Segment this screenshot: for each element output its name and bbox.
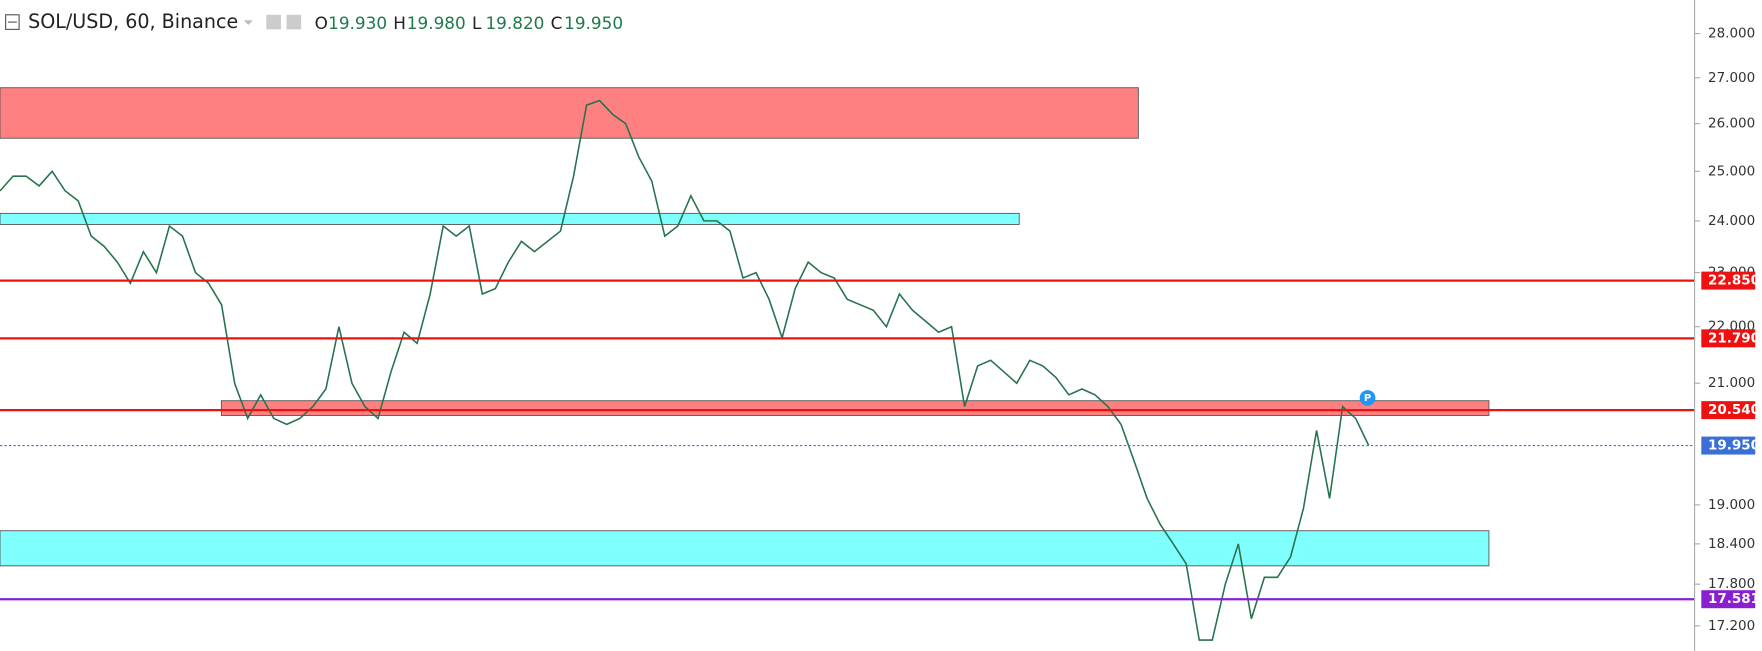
y-tick-label: 28.000	[1708, 26, 1755, 42]
level-label: 20.540	[1708, 402, 1760, 418]
y-tick-label: 21.000	[1708, 375, 1755, 391]
y-tick-label: 18.400	[1708, 536, 1755, 552]
plot-area	[0, 87, 1695, 641]
price-axis: 28.00027.00026.00025.00024.00023.00022.0…	[1694, 26, 1760, 634]
zone	[0, 212, 1020, 225]
level-label-bg	[1701, 590, 1756, 609]
y-tick-label: 27.000	[1708, 70, 1755, 86]
level-label: 19.950	[1708, 438, 1760, 454]
eye-icon[interactable]	[266, 14, 281, 30]
y-tick-label: 19.000	[1708, 497, 1755, 513]
symbol-title: SOL/USD, 60, Binance	[28, 10, 238, 33]
zone	[220, 400, 1490, 416]
level-label: 22.850	[1708, 273, 1760, 289]
ohlc-value: 19.980	[407, 13, 466, 33]
marker-letter: P	[1364, 393, 1371, 404]
ohlc-key: C	[551, 13, 563, 33]
ohlc-values: O 19.930 H 19.980 L 19.820 C 19.950	[315, 13, 623, 33]
level-label-bg	[1701, 271, 1756, 290]
dropdown-icon[interactable]	[243, 20, 253, 25]
level-label-bg	[1701, 401, 1756, 420]
level-label-bg	[1701, 329, 1756, 348]
ohlc-value: 19.930	[328, 13, 387, 33]
level-label: 17.581	[1708, 591, 1760, 607]
level-label-bg	[1701, 436, 1756, 455]
ohlc-key: O	[315, 13, 328, 33]
y-tick-label: 24.000	[1708, 213, 1755, 229]
settings-icon[interactable]	[286, 14, 302, 30]
price-line	[0, 99, 1370, 641]
y-tick-label: 25.000	[1708, 163, 1755, 179]
ohlc-key: H	[393, 13, 406, 33]
ohlc-value: 19.950	[564, 13, 623, 33]
marker-icon	[1359, 390, 1376, 406]
y-tick-label: 26.000	[1708, 116, 1755, 132]
y-tick-label: 17.200	[1708, 618, 1755, 634]
level-label: 21.790	[1708, 330, 1760, 346]
ohlc-value: 19.820	[485, 13, 544, 33]
zone	[0, 87, 1139, 139]
zone	[0, 530, 1490, 567]
y-tick-label: 17.800	[1708, 576, 1755, 592]
ohlc-key: L	[472, 13, 482, 33]
header-bg	[0, 0, 855, 46]
collapse-icon[interactable]	[5, 14, 20, 30]
